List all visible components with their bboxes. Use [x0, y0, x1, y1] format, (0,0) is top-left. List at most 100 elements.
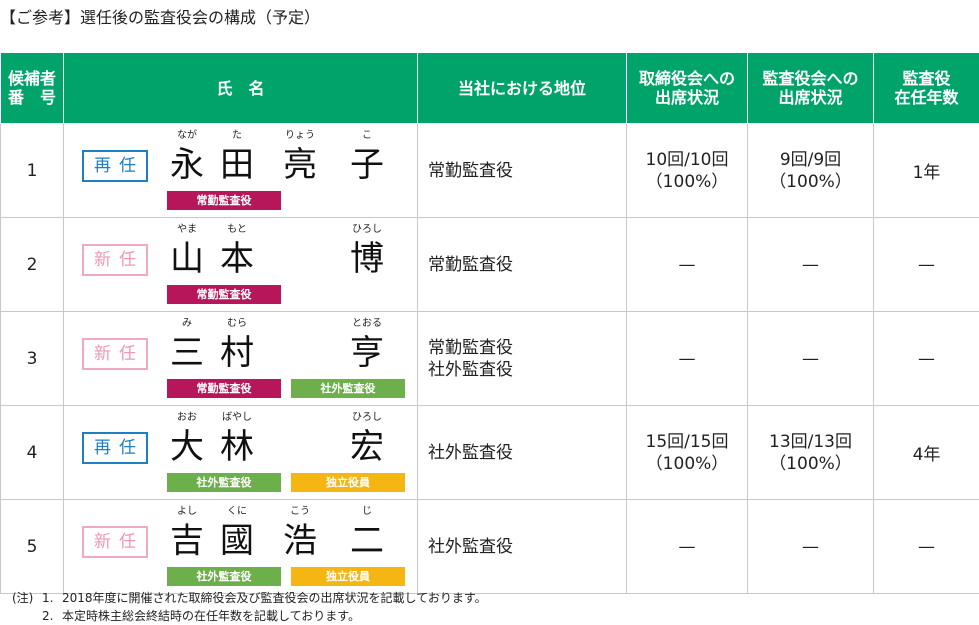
position-line: 社外監査役: [428, 536, 513, 557]
role-tag-outside: 社外監査役: [291, 379, 405, 398]
footnote-2: 2. 本定時株主総会終結時の在任年数を記載しております。: [42, 609, 361, 623]
name-furigana: み: [182, 318, 192, 329]
candidate-name-cell: 新任吉 よし國 くに浩 こう二じ社外監査役 独立役員: [63, 499, 418, 594]
name-furigana: じ: [362, 506, 372, 517]
name-furigana: なが: [177, 130, 197, 141]
tenure-years: —: [873, 311, 979, 406]
tenure-years: —: [873, 499, 979, 594]
name-furigana: た: [232, 130, 242, 141]
name-furigana: こう: [290, 506, 310, 517]
audit-attendance: —: [747, 217, 874, 312]
role-tag-full-time: 常勤監査役: [167, 379, 281, 398]
board-attendance: 10回/10回 （100%）: [626, 123, 748, 218]
header-audit-attendance: 監査役会への 出席状況: [747, 52, 874, 124]
audit-attendance-line: （100%）: [769, 453, 852, 474]
company-position: 常勤監査役 社外監査役: [417, 311, 627, 406]
role-tag-outside: 社外監査役: [167, 567, 281, 586]
name-furigana: くに: [227, 506, 247, 517]
candidate-number: 5: [0, 499, 64, 594]
company-position: 社外監査役: [417, 405, 627, 500]
name-character: 亮: [283, 145, 317, 185]
name-character: 林: [220, 427, 254, 467]
audit-attendance-line: （100%）: [769, 171, 852, 192]
name-furigana: むら: [227, 318, 247, 329]
name-character: 村: [220, 333, 254, 373]
name-character: 山: [170, 239, 204, 279]
reelection-badge: 再任: [82, 432, 148, 464]
board-attendance-line: —: [678, 254, 696, 275]
tenure-years: 1年: [873, 123, 979, 218]
table-row: 1 再任永なが田た亮りょう子こ常勤監査役 常勤監査役 10回/10回 （100%） 9回/…: [0, 123, 979, 218]
name-character: 大: [170, 427, 204, 467]
board-attendance-line: —: [678, 348, 696, 369]
candidate-name-cell: 再任永 なが田た亮 りょう子こ常勤監査役: [63, 123, 418, 218]
name-character: 浩: [283, 521, 317, 561]
reelection-badge: 再任: [82, 150, 148, 182]
name-character: 本: [220, 239, 254, 279]
audit-attendance-line: 13回/13回: [769, 431, 852, 452]
audit-attendance-line: 9回/9回: [779, 149, 842, 170]
candidate-name-cell: 再任大 おお林 ばやし宏 ひろし社外監査役 独立役員: [63, 405, 418, 500]
header-number: 候補者番 号: [0, 52, 64, 124]
name-character: 宏: [350, 427, 384, 467]
candidate-number: 3: [0, 311, 64, 406]
position-line: 常勤監査役: [428, 160, 513, 181]
board-attendance: 15回/15回 （100%）: [626, 405, 748, 500]
name-character: 二: [350, 521, 384, 561]
header-name: 氏 名: [63, 52, 418, 124]
company-position: 常勤監査役: [417, 217, 627, 312]
table-row: 5 新任吉よし國くに浩こう二じ社外監査役 独立役員 社外監査役 — — —: [0, 499, 979, 594]
name-character: 亨: [350, 333, 384, 373]
company-position: 常勤監査役: [417, 123, 627, 218]
board-attendance-line: —: [678, 536, 696, 557]
role-tag-outside: 社外監査役: [167, 473, 281, 492]
name-furigana: やま: [177, 224, 197, 235]
board-attendance-line: 15回/15回: [645, 431, 729, 452]
header-position: 当社における地位: [417, 52, 627, 124]
role-tag-independent: 独立役員: [291, 473, 405, 492]
board-attendance: —: [626, 499, 748, 594]
board-attendance-line: 10回/10回: [645, 149, 729, 170]
header-tenure: 監査役 在任年数: [873, 52, 979, 124]
name-furigana: ひろし: [352, 224, 382, 235]
table-row: 4 再任大おお林ばやし宏ひろし 社外監査役 独立役員 社外監査役 15回/15回 （100%…: [0, 405, 979, 500]
position-line: 常勤監査役: [428, 337, 513, 358]
name-character: 田: [220, 145, 254, 185]
company-position: 社外監査役: [417, 499, 627, 594]
name-furigana: ひろし: [352, 412, 382, 423]
name-furigana: りょう: [285, 130, 315, 141]
name-furigana: ばやし: [222, 412, 252, 423]
board-attendance-line: （100%）: [645, 171, 729, 192]
role-tag-full-time: 常勤監査役: [167, 285, 281, 304]
role-tag-independent: 独立役員: [291, 567, 405, 586]
new-appointment-badge: 新任: [82, 526, 148, 558]
name-furigana: もと: [227, 224, 247, 235]
audit-attendance-line: —: [802, 536, 819, 557]
table-header-row: 候補者番 号 氏 名 当社における地位 取締役会への 出席状況 監査役会への 出席状…: [0, 52, 979, 124]
table-row: 2 新任山やま本もと博ひろし 常勤監査役 常勤監査役 — — —: [0, 217, 979, 312]
name-furigana: おお: [177, 412, 197, 423]
candidate-name-cell: 新任山 やま本 もと博 ひろし 常勤監査役: [63, 217, 418, 312]
table-row: 3 新任三み村むら亨とおる 常勤監査役 社外監査役 常勤監査役 社外監査役 — — —: [0, 311, 979, 406]
page-title: 【ご参考】選任後の監査役会の構成（予定）: [0, 8, 321, 27]
auditor-table: 候補者番 号 氏 名 当社における地位 取締役会への 出席状況 監査役会への 出席状…: [0, 52, 979, 594]
candidate-name-cell: 新任三み村 むら亨 とおる 常勤監査役 社外監査役: [63, 311, 418, 406]
audit-attendance: 13回/13回 （100%）: [747, 405, 874, 500]
name-character: 吉: [170, 521, 204, 561]
header-board-attendance: 取締役会への 出席状況: [626, 52, 748, 124]
tenure-years: —: [873, 217, 979, 312]
role-tag-full-time: 常勤監査役: [167, 191, 281, 210]
audit-attendance: 9回/9回 （100%）: [747, 123, 874, 218]
tenure-years: 4年: [873, 405, 979, 500]
new-appointment-badge: 新任: [82, 338, 148, 370]
name-character: 子: [350, 145, 384, 185]
name-character: 國: [220, 521, 254, 561]
board-attendance: —: [626, 311, 748, 406]
name-furigana: とおる: [352, 318, 382, 329]
new-appointment-badge: 新任: [82, 244, 148, 276]
position-line: 常勤監査役: [428, 254, 513, 275]
candidate-number: 4: [0, 405, 64, 500]
position-line: 社外監査役: [428, 442, 513, 463]
audit-attendance-line: —: [802, 348, 819, 369]
audit-attendance-line: —: [802, 254, 819, 275]
